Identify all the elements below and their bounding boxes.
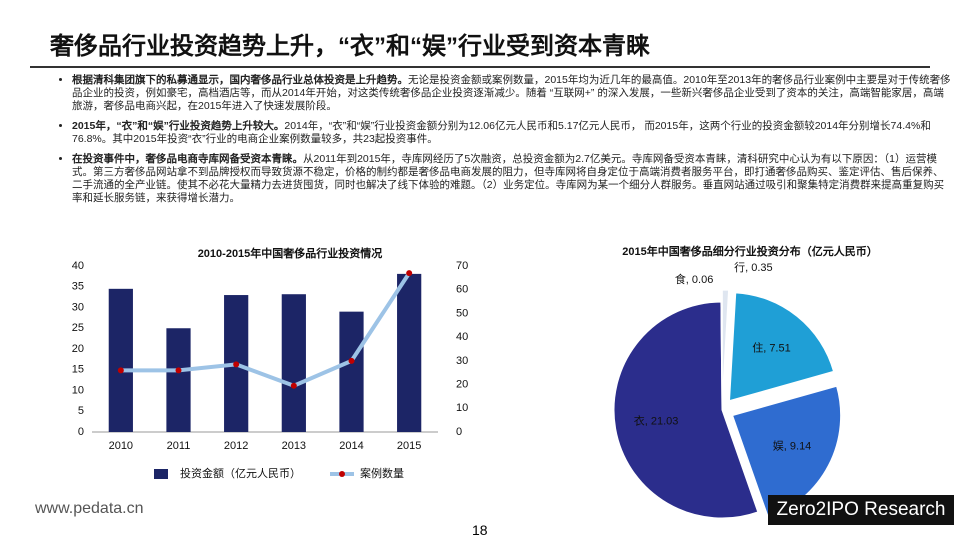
pie-slice (613, 301, 759, 519)
x-tick-label: 2015 (397, 440, 421, 452)
x-tick-label: 2010 (109, 440, 133, 452)
x-tick-label: 2013 (282, 440, 306, 452)
bullet: 在投资事件中，奢侈品电商寺库网备受资本青睐。从2011年到2015年，寺库网经历… (72, 153, 952, 205)
bullet: 根据清科集团旗下的私募通显示，国内奢侈品行业总体投资是上升趋势。无论是投资金额或… (72, 74, 952, 113)
bullet-lead: 2015年，“衣”和“娱”行业投资趋势上升较大。 (72, 120, 285, 132)
y2-tick-label: 20 (456, 378, 468, 390)
bar (339, 311, 364, 432)
line-marker (406, 270, 413, 277)
site-url: www.pedata.cn (35, 500, 144, 517)
y-tick-label: 40 (72, 260, 84, 272)
bar (397, 273, 422, 432)
bar (108, 288, 133, 432)
bar (166, 328, 191, 432)
y-tick-label: 25 (72, 322, 84, 334)
title-rule (30, 66, 930, 68)
bullet: 2015年，“衣”和“娱”行业投资趋势上升较大。2014年，“衣”和“娱”行业投… (72, 120, 952, 146)
line-marker (348, 357, 355, 364)
line-marker (233, 361, 240, 368)
bullet-list: 根据清科集团旗下的私募通显示，国内奢侈品行业总体投资是上升趋势。无论是投资金额或… (42, 74, 952, 212)
chart-title: 2010-2015年中国奢侈品行业投资情况 (198, 246, 383, 260)
y-tick-label: 20 (72, 343, 84, 355)
pie-slice (721, 289, 730, 399)
line-marker (290, 382, 297, 389)
x-tick-label: 2011 (167, 440, 191, 452)
bullet-lead: 在投资事件中，奢侈品电商寺库网备受资本青睐。 (72, 153, 303, 165)
chart-title: 2015年中国奢侈品细分行业投资分布（亿元人民币） (622, 244, 877, 258)
y-tick-label: 0 (78, 426, 84, 438)
line (120, 272, 411, 388)
y2-tick-label: 10 (456, 402, 468, 414)
y2-tick-label: 0 (456, 426, 462, 438)
y2-tick-label: 70 (456, 260, 468, 272)
pie-label: 娱, 9.14 (773, 438, 812, 452)
bar (281, 294, 306, 432)
line-marker (175, 367, 182, 374)
pie-slice (720, 301, 723, 411)
slide-title: 奢侈品行业投资趋势上升，“衣”和“娱”行业受到资本青睐 (50, 33, 650, 60)
y-tick-label: 35 (72, 281, 84, 293)
bullet-text: 2014年，“衣”和“娱”行业投资金额分别为12.06亿元人民币和5.17亿元人… (72, 120, 931, 145)
y2-tick-label: 30 (456, 355, 468, 367)
y-tick-label: 15 (72, 364, 84, 376)
x-tick-label: 2014 (339, 440, 363, 452)
legend-label: 投资金额（亿元人民币） (180, 466, 301, 480)
pie-label: 食, 0.06 (675, 272, 714, 286)
line-marker (117, 367, 124, 374)
y-tick-label: 30 (72, 301, 84, 313)
bullet-lead: 根据清科集团旗下的私募通显示，国内奢侈品行业总体投资是上升趋势。 (72, 74, 408, 86)
pie-label: 衣, 21.03 (634, 413, 679, 427)
bullet-text: 从2011年到2015年，寺库网经历了5次融资，总投资金额为2.7亿美元。寺库网… (72, 153, 945, 204)
legend-marker (339, 471, 345, 477)
page-number: 18 (472, 522, 488, 538)
brand: Zero2IPO Research (768, 495, 954, 525)
y-tick-label: 5 (78, 405, 84, 417)
y2-tick-label: 60 (456, 284, 468, 296)
x-tick-label: 2012 (224, 440, 248, 452)
pie-label: 住, 7.51 (752, 340, 791, 354)
pie-slice (728, 292, 835, 402)
legend-swatch (154, 469, 168, 479)
y-tick-label: 10 (72, 384, 84, 396)
y2-tick-label: 50 (456, 307, 468, 319)
legend-label: 案例数量 (360, 466, 404, 480)
bullet-text: 无论是投资金额或案例数量，2015年均为近几年的最高值。2010年至2013年的… (72, 74, 951, 112)
y2-tick-label: 40 (456, 331, 468, 343)
pie-label: 行, 0.35 (734, 261, 773, 274)
